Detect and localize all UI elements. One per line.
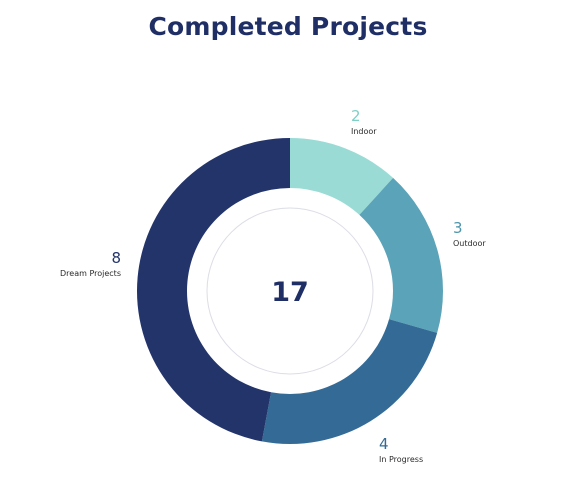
donut-slice-in-progress [261, 319, 438, 445]
donut-slice-dream-projects [136, 138, 290, 442]
donut-slices [136, 138, 443, 445]
slice-value-outdoor: 3 [453, 219, 463, 237]
slice-label-in-progress: In Progress [379, 455, 423, 464]
slice-value-indoor: 2 [351, 107, 361, 125]
donut-slice-outdoor [359, 177, 443, 333]
slice-label-dream-projects: Dream Projects [60, 269, 121, 278]
slice-value-dream-projects: 8 [111, 249, 121, 267]
chart-title: Completed Projects [148, 12, 428, 41]
slice-label-outdoor: Outdoor [453, 239, 486, 248]
donut-center-total: 17 [271, 277, 309, 308]
slice-value-in-progress: 4 [379, 435, 389, 453]
slice-label-indoor: Indoor [351, 127, 377, 136]
donut-inner-ring [206, 207, 374, 375]
donut-slice-indoor [290, 138, 394, 215]
slice-labels: 2 Indoor 3 Outdoor 4 In Progress 8 Dream Projec… [60, 107, 486, 464]
